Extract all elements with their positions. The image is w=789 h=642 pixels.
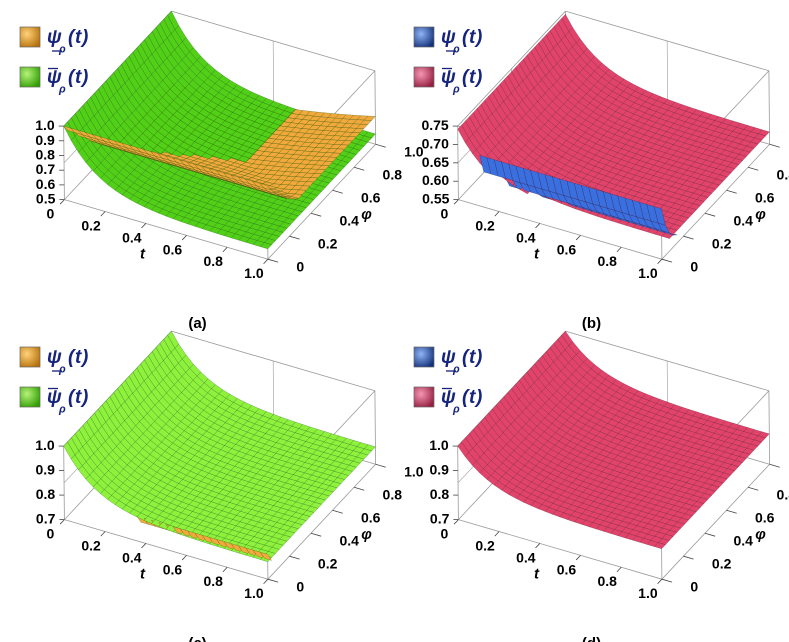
svg-text:0.4: 0.4 xyxy=(733,533,753,549)
svg-text:0.2: 0.2 xyxy=(81,217,101,233)
svg-text:0: 0 xyxy=(690,259,698,275)
svg-text:0.6: 0.6 xyxy=(755,510,775,526)
svg-text:0.2: 0.2 xyxy=(475,217,495,233)
svg-text:φ: φ xyxy=(361,206,372,223)
svg-text:0.4: 0.4 xyxy=(339,533,359,549)
svg-text:0.2: 0.2 xyxy=(712,236,732,252)
svg-text:0.6: 0.6 xyxy=(361,190,381,206)
svg-text:ρ: ρ xyxy=(58,364,66,376)
svg-text:ρ: ρ xyxy=(58,404,66,416)
svg-text:0.8: 0.8 xyxy=(777,167,789,183)
svg-text:0: 0 xyxy=(441,206,449,222)
svg-text:(d): (d) xyxy=(582,635,601,642)
svg-text:t: t xyxy=(469,347,476,368)
svg-text:0.4: 0.4 xyxy=(339,213,359,229)
svg-text:0: 0 xyxy=(47,206,55,222)
svg-text:φ: φ xyxy=(755,526,766,543)
svg-text:(c): (c) xyxy=(188,635,206,642)
svg-text:): ) xyxy=(80,387,88,408)
svg-text:): ) xyxy=(474,67,482,88)
svg-text:0.9: 0.9 xyxy=(429,462,449,478)
svg-text:t: t xyxy=(75,347,82,368)
svg-text:φ: φ xyxy=(755,206,766,223)
svg-text:): ) xyxy=(474,27,482,48)
svg-text:): ) xyxy=(80,27,88,48)
svg-text:0.8: 0.8 xyxy=(597,253,617,269)
svg-text:): ) xyxy=(474,347,482,368)
svg-text:0.6: 0.6 xyxy=(36,176,56,192)
svg-text:ρ: ρ xyxy=(452,44,460,56)
svg-text:0.6: 0.6 xyxy=(755,190,775,206)
svg-text:0.8: 0.8 xyxy=(203,573,223,589)
svg-text:0.2: 0.2 xyxy=(318,556,338,572)
svg-text:t: t xyxy=(469,27,476,48)
svg-text:t: t xyxy=(75,387,82,408)
svg-text:0: 0 xyxy=(690,579,698,595)
svg-text:0: 0 xyxy=(296,579,304,595)
svg-text:0.6: 0.6 xyxy=(557,561,577,577)
svg-text:0.8: 0.8 xyxy=(203,253,223,269)
svg-text:0.6: 0.6 xyxy=(163,561,183,577)
svg-text:0.4: 0.4 xyxy=(122,229,142,245)
svg-text:0.55: 0.55 xyxy=(422,191,449,207)
svg-text:t: t xyxy=(75,67,82,88)
svg-text:ρ: ρ xyxy=(452,84,460,96)
svg-text:0.9: 0.9 xyxy=(35,462,55,478)
svg-text:0.8: 0.8 xyxy=(777,487,789,503)
svg-text:0.4: 0.4 xyxy=(516,229,536,245)
svg-text:0.8: 0.8 xyxy=(36,486,56,502)
svg-text:0: 0 xyxy=(47,526,55,542)
svg-text:0.2: 0.2 xyxy=(475,537,495,553)
svg-text:): ) xyxy=(80,67,88,88)
svg-text:0.75: 0.75 xyxy=(421,117,448,133)
svg-text:0.8: 0.8 xyxy=(430,486,450,502)
svg-text:t: t xyxy=(534,566,540,583)
svg-text:0.6: 0.6 xyxy=(557,241,577,257)
svg-text:t: t xyxy=(469,387,476,408)
svg-text:1.0: 1.0 xyxy=(638,265,658,281)
svg-text:0.4: 0.4 xyxy=(122,549,142,565)
svg-text:1.0: 1.0 xyxy=(429,437,449,453)
svg-text:): ) xyxy=(474,387,482,408)
svg-text:1.0: 1.0 xyxy=(244,585,264,601)
svg-text:0.6: 0.6 xyxy=(361,510,381,526)
svg-text:): ) xyxy=(80,347,88,368)
svg-text:t: t xyxy=(534,246,540,263)
svg-text:ρ: ρ xyxy=(58,44,66,56)
svg-text:0.8: 0.8 xyxy=(36,146,56,162)
svg-text:ρ: ρ xyxy=(58,84,66,96)
svg-text:t: t xyxy=(469,67,476,88)
svg-text:0.2: 0.2 xyxy=(712,556,732,572)
svg-text:0.7: 0.7 xyxy=(430,511,450,527)
svg-text:0.4: 0.4 xyxy=(516,549,536,565)
svg-text:φ: φ xyxy=(361,526,372,543)
svg-text:1.0: 1.0 xyxy=(35,117,55,133)
svg-text:0.9: 0.9 xyxy=(35,132,55,148)
svg-text:0: 0 xyxy=(441,526,449,542)
svg-text:0.2: 0.2 xyxy=(318,236,338,252)
svg-text:t: t xyxy=(75,27,82,48)
svg-text:0.5: 0.5 xyxy=(36,191,56,207)
svg-text:t: t xyxy=(140,246,146,263)
svg-text:0.6: 0.6 xyxy=(163,241,183,257)
svg-text:0.7: 0.7 xyxy=(36,161,56,177)
svg-text:0.70: 0.70 xyxy=(422,135,449,151)
svg-text:ρ: ρ xyxy=(452,404,460,416)
svg-text:0.8: 0.8 xyxy=(597,573,617,589)
svg-text:1.0: 1.0 xyxy=(244,265,264,281)
svg-text:1.0: 1.0 xyxy=(638,585,658,601)
svg-text:0.2: 0.2 xyxy=(81,537,101,553)
svg-text:1.0: 1.0 xyxy=(35,437,55,453)
svg-text:ρ: ρ xyxy=(452,364,460,376)
svg-text:0.60: 0.60 xyxy=(422,172,449,188)
svg-text:0.65: 0.65 xyxy=(422,154,449,170)
svg-text:t: t xyxy=(140,566,146,583)
svg-text:0: 0 xyxy=(296,259,304,275)
svg-text:0.7: 0.7 xyxy=(36,511,56,527)
svg-text:0.4: 0.4 xyxy=(733,213,753,229)
